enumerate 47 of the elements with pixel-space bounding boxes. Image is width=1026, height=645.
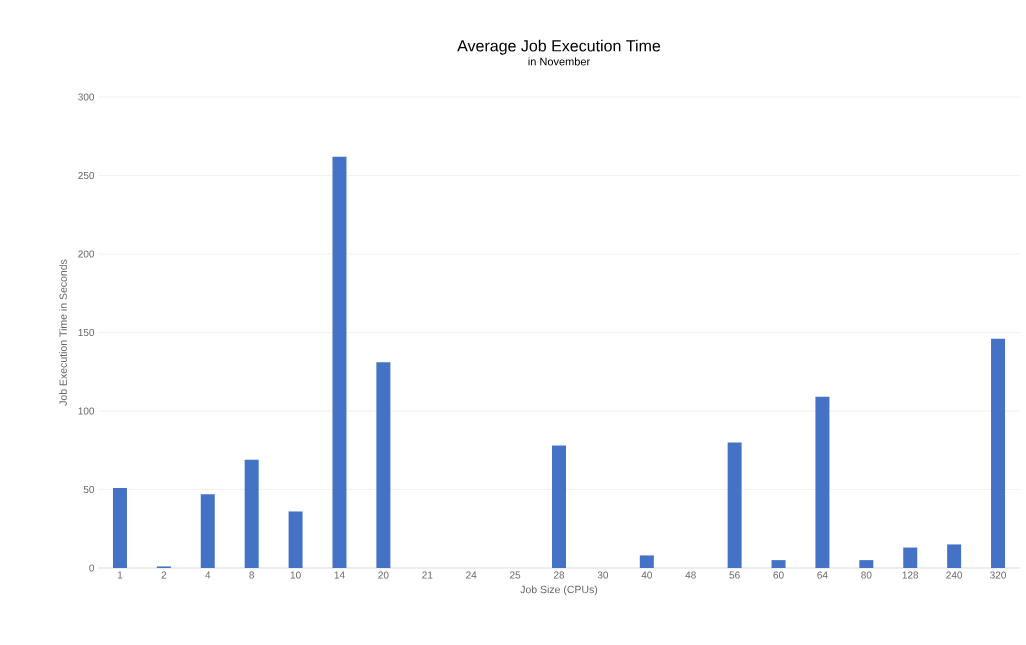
x-tick-label: 48 xyxy=(685,571,696,579)
x-tick-label: 10 xyxy=(290,571,301,579)
x-tick-label: 25 xyxy=(510,571,521,579)
y-tick-label: 250 xyxy=(78,171,95,180)
y-tick-label: 200 xyxy=(78,250,95,258)
x-tick-label: 320 xyxy=(990,571,1006,579)
bar xyxy=(552,445,566,568)
x-tick-label: 240 xyxy=(946,571,963,579)
y-axis-title: Job Execution Time in Seconds xyxy=(59,259,67,406)
x-tick-label: 56 xyxy=(729,571,740,579)
x-tick-label: 80 xyxy=(861,571,872,579)
bar xyxy=(288,511,303,568)
x-tick-label: 64 xyxy=(817,571,828,579)
bar xyxy=(859,560,874,568)
x-tick-label: 2 xyxy=(161,571,167,579)
y-tick-label: 150 xyxy=(78,328,95,337)
x-tick-label: 40 xyxy=(641,571,652,579)
y-tick-label: 300 xyxy=(78,93,95,101)
x-tick-label: 128 xyxy=(902,571,919,579)
x-tick-label: 1 xyxy=(117,571,123,579)
x-axis-title: Job Size (CPUs) xyxy=(520,585,598,596)
bar xyxy=(991,338,1006,568)
y-tick-label: 0 xyxy=(89,564,95,572)
bar xyxy=(947,544,962,568)
bar xyxy=(639,555,654,568)
x-tick-label: 30 xyxy=(597,571,609,579)
bar xyxy=(244,459,259,568)
bar xyxy=(903,547,918,568)
x-tick-label: 24 xyxy=(466,571,477,579)
x-tick-label: 4 xyxy=(205,571,211,579)
bar xyxy=(815,396,830,568)
bar xyxy=(332,156,347,568)
x-tick-label: 8 xyxy=(249,571,255,579)
x-tick-label: 60 xyxy=(773,571,784,579)
chart-title: Average Job Execution Time xyxy=(457,39,661,55)
bar xyxy=(727,442,742,568)
bar xyxy=(112,487,127,568)
bar xyxy=(376,362,391,568)
x-tick-label: 20 xyxy=(378,571,389,579)
x-tick-label: 21 xyxy=(422,571,433,579)
bar xyxy=(771,560,786,568)
bar xyxy=(200,494,215,568)
y-tick-label: 50 xyxy=(83,485,95,494)
x-tick-label: 14 xyxy=(334,571,345,579)
y-tick-label: 100 xyxy=(78,407,95,415)
chart-subtitle: in November xyxy=(528,57,590,66)
x-tick-label: 28 xyxy=(553,571,565,579)
